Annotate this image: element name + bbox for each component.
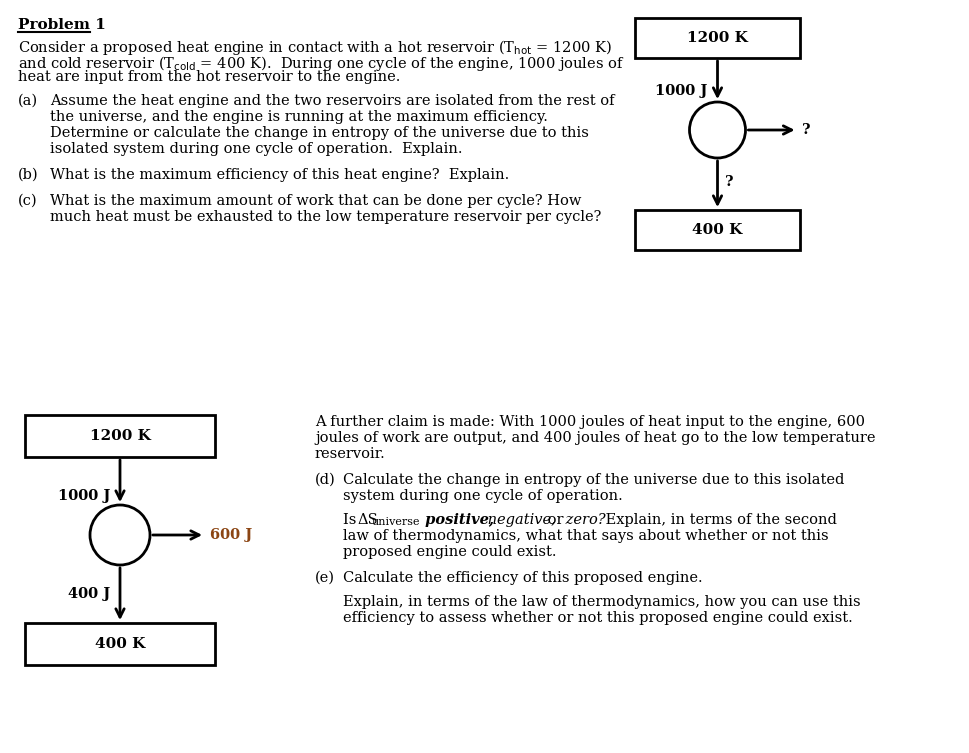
Text: 1200 K: 1200 K [89,429,150,443]
Text: joules of work are output, and 400 joules of heat go to the low temperature: joules of work are output, and 400 joule… [315,431,876,445]
Text: ?: ? [726,175,734,189]
Text: universe: universe [372,517,421,527]
Text: law of thermodynamics, what that says about whether or not this: law of thermodynamics, what that says ab… [343,529,828,543]
Text: Calculate the efficiency of this proposed engine.: Calculate the efficiency of this propose… [343,571,703,585]
FancyBboxPatch shape [25,623,215,665]
Text: 600 J: 600 J [210,528,252,542]
Text: isolated system during one cycle of operation.  Explain.: isolated system during one cycle of oper… [50,142,462,156]
Text: Is: Is [343,513,361,527]
Text: Consider a proposed heat engine in contact with a hot reservoir (T$_{\rm hot}$ =: Consider a proposed heat engine in conta… [18,38,612,57]
FancyBboxPatch shape [25,415,215,457]
Text: Determine or calculate the change in entropy of the universe due to this: Determine or calculate the change in ent… [50,126,589,140]
Text: zero?: zero? [561,513,606,527]
Text: Explain, in terms of the second: Explain, in terms of the second [601,513,837,527]
Text: What is the maximum amount of work that can be done per cycle? How: What is the maximum amount of work that … [50,194,581,208]
FancyBboxPatch shape [635,18,800,58]
Text: ΔS: ΔS [357,513,378,527]
Text: Assume the heat engine and the two reservoirs are isolated from the rest of: Assume the heat engine and the two reser… [50,94,614,108]
Text: 400 J: 400 J [68,587,110,601]
Text: positive,: positive, [420,513,494,527]
Text: (d): (d) [315,473,335,487]
Text: heat are input from the hot reservoir to the engine.: heat are input from the hot reservoir to… [18,70,400,84]
Text: 1200 K: 1200 K [687,31,748,45]
Text: 1000 J: 1000 J [57,489,110,503]
Text: system during one cycle of operation.: system during one cycle of operation. [343,489,623,503]
Text: 400 K: 400 K [692,223,742,237]
Text: A further claim is made: With 1000 joules of heat input to the engine, 600: A further claim is made: With 1000 joule… [315,415,865,429]
Text: Calculate the change in entropy of the universe due to this isolated: Calculate the change in entropy of the u… [343,473,844,487]
FancyBboxPatch shape [635,210,800,250]
Text: 1000 J: 1000 J [655,84,707,98]
Text: efficiency to assess whether or not this proposed engine could exist.: efficiency to assess whether or not this… [343,611,853,625]
Text: or: or [543,513,564,527]
Text: (e): (e) [315,571,335,585]
Text: the universe, and the engine is running at the maximum efficiency.: the universe, and the engine is running … [50,110,547,124]
Text: reservoir.: reservoir. [315,447,386,461]
Text: proposed engine could exist.: proposed engine could exist. [343,545,556,559]
Text: much heat must be exhausted to the low temperature reservoir per cycle?: much heat must be exhausted to the low t… [50,210,602,224]
Text: negative,: negative, [483,513,556,527]
Text: Explain, in terms of the law of thermodynamics, how you can use this: Explain, in terms of the law of thermody… [343,595,860,609]
Text: 400 K: 400 K [95,637,145,651]
Text: and cold reservoir (T$_{\rm cold}$ = 400 K).  During one cycle of the engine, 10: and cold reservoir (T$_{\rm cold}$ = 400… [18,54,625,73]
Text: (a): (a) [18,94,38,108]
Text: (b): (b) [18,168,39,182]
Text: ?: ? [802,123,811,137]
Text: Problem 1: Problem 1 [18,18,106,32]
Text: What is the maximum efficiency of this heat engine?  Explain.: What is the maximum efficiency of this h… [50,168,510,182]
Text: (c): (c) [18,194,38,208]
